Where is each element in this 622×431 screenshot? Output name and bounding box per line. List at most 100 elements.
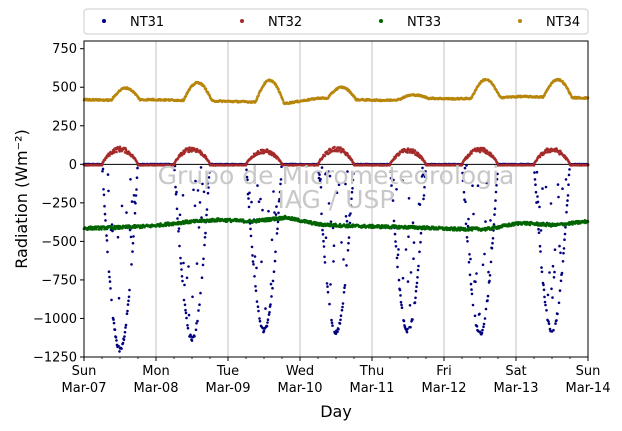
point-nt31 <box>406 327 409 331</box>
point-nt34 <box>257 94 260 97</box>
point-nt31 <box>554 322 557 325</box>
point-nt31 <box>488 279 491 283</box>
point-nt31 <box>181 194 185 197</box>
point-nt31 <box>183 303 187 307</box>
point-nt31 <box>194 179 197 183</box>
point-nt31 <box>394 245 398 248</box>
point-nt31 <box>205 213 208 217</box>
point-nt31 <box>541 187 544 190</box>
point-nt31 <box>248 191 251 195</box>
point-nt31 <box>397 248 400 251</box>
point-nt31 <box>325 282 329 285</box>
point-nt31 <box>106 173 110 176</box>
point-nt31 <box>469 282 473 286</box>
point-nt31 <box>565 204 569 207</box>
point-nt31 <box>255 266 258 270</box>
point-nt31 <box>276 227 279 231</box>
x-tick-weekday: Mon <box>142 364 169 379</box>
point-nt31 <box>106 250 109 254</box>
point-nt31 <box>330 321 334 325</box>
point-nt31 <box>349 212 352 215</box>
point-nt31 <box>131 250 134 253</box>
legend-entry-nt31: NT31 <box>102 15 164 30</box>
point-nt31 <box>339 314 343 318</box>
point-nt31 <box>461 179 465 182</box>
point-nt31 <box>564 226 567 229</box>
point-nt31 <box>407 235 410 238</box>
x-tick-weekday: Fri <box>436 364 452 379</box>
point-nt31 <box>491 241 494 245</box>
point-nt31 <box>392 219 396 223</box>
point-nt31 <box>465 164 468 167</box>
point-nt31 <box>470 292 474 296</box>
point-nt31 <box>113 328 117 332</box>
point-nt31 <box>484 307 488 311</box>
watermark-line-2: IAG / USP <box>278 185 395 214</box>
point-nt31 <box>407 197 411 200</box>
series-nt33 <box>82 214 590 232</box>
point-nt31 <box>201 263 205 267</box>
point-nt31 <box>260 260 263 264</box>
point-nt31 <box>173 168 176 172</box>
point-nt31 <box>328 302 331 306</box>
point-nt31 <box>466 224 470 228</box>
point-nt31 <box>467 217 470 221</box>
x-tick-date: Mar-07 <box>62 381 107 396</box>
point-nt31 <box>536 195 539 198</box>
point-nt31 <box>203 236 207 239</box>
point-nt31 <box>540 270 544 274</box>
y-tick-label: −250 <box>41 196 77 211</box>
x-tick-date: Mar-08 <box>134 381 179 396</box>
point-nt31 <box>178 244 181 248</box>
point-nt31 <box>414 289 418 293</box>
point-nt31 <box>464 200 467 204</box>
point-nt31 <box>179 262 183 265</box>
x-tick-weekday: Wed <box>286 364 314 379</box>
point-nt31 <box>539 250 542 253</box>
point-nt31 <box>187 265 190 268</box>
point-nt31 <box>101 167 105 171</box>
point-nt31 <box>418 203 422 206</box>
point-nt31 <box>344 182 347 186</box>
point-nt31 <box>469 257 472 261</box>
point-nt31 <box>546 293 550 297</box>
point-nt31 <box>417 264 420 268</box>
point-nt31 <box>174 185 177 189</box>
x-tick-date: Mar-10 <box>278 381 323 396</box>
point-nt32 <box>406 151 409 154</box>
point-nt31 <box>319 186 323 189</box>
point-nt31 <box>127 299 130 303</box>
point-nt31 <box>552 276 556 279</box>
point-nt31 <box>392 178 395 182</box>
point-nt31 <box>320 212 323 216</box>
point-nt32 <box>100 163 104 167</box>
point-nt33 <box>528 223 532 227</box>
point-nt32 <box>208 161 211 165</box>
point-nt31 <box>194 328 198 332</box>
point-nt31 <box>181 279 184 283</box>
point-nt31 <box>335 191 339 194</box>
point-nt31 <box>346 249 350 252</box>
point-nt31 <box>415 281 419 285</box>
x-tick-weekday: Tue <box>216 364 239 379</box>
point-nt31 <box>539 229 543 232</box>
point-nt31 <box>339 318 342 322</box>
legend-entry-nt34: NT34 <box>518 15 580 30</box>
point-nt32 <box>416 151 420 155</box>
point-nt31 <box>134 194 138 197</box>
point-nt31 <box>560 271 564 275</box>
point-nt31 <box>177 227 181 230</box>
point-nt31 <box>267 209 270 213</box>
point-nt31 <box>133 211 137 215</box>
point-nt31 <box>135 188 138 191</box>
x-tick-weekday: Sun <box>576 364 601 379</box>
y-tick-label: 250 <box>52 119 77 134</box>
point-nt31 <box>352 172 355 175</box>
x-tick-date: Mar-12 <box>422 381 467 396</box>
point-nt31 <box>399 294 402 297</box>
x-tick-date: Mar-11 <box>350 381 395 396</box>
point-nt31 <box>397 278 401 282</box>
point-nt32 <box>172 163 176 167</box>
point-nt31 <box>555 319 558 322</box>
point-nt31 <box>405 330 409 334</box>
